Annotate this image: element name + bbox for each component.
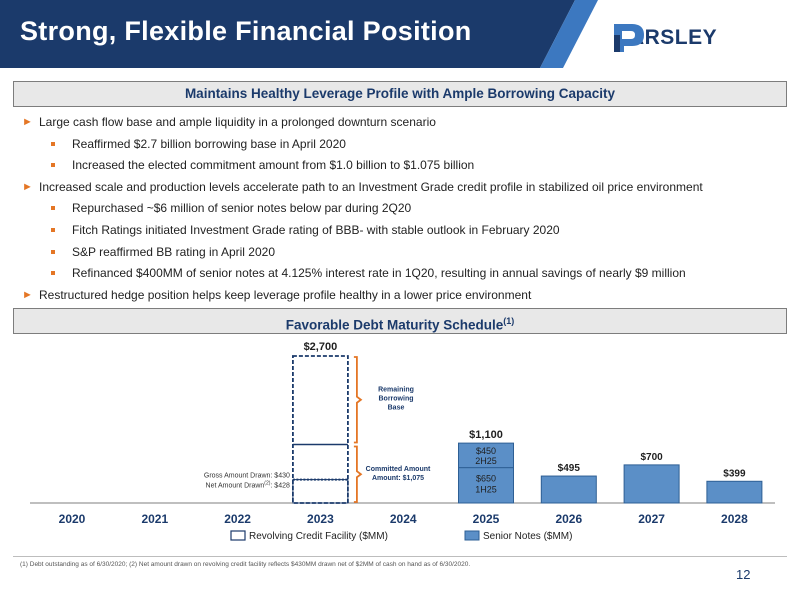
bullet-arrow-icon: ►	[22, 288, 33, 301]
x-tick-label: 2020	[59, 512, 86, 526]
title-banner-shape	[0, 0, 598, 68]
sub-bullet-text: Reaffirmed $2.7 billion borrowing base i…	[72, 136, 346, 151]
notes-1h-value-label: $650	[476, 474, 496, 484]
square-bullet-icon	[51, 227, 55, 232]
x-tick-label: 2024	[390, 512, 417, 526]
notes-bar	[706, 480, 763, 504]
section-heading-debt-maturity: Favorable Debt Maturity Schedule(1)	[13, 308, 787, 334]
section-heading-text: Favorable Debt Maturity Schedule	[285, 317, 504, 333]
section-heading-leverage: Maintains Healthy Leverage Profile with …	[13, 81, 787, 107]
notes-bar-2025-1h	[458, 467, 514, 504]
x-tick-label: 2026	[555, 512, 582, 526]
notes-bar	[623, 464, 680, 504]
square-bullet-icon	[51, 163, 55, 168]
sub-bullet-item: S&P reaffirmed BB rating in April 2020	[22, 242, 792, 264]
section-heading-footnote-ref: (1)	[503, 316, 515, 326]
notes-value-label: $495	[558, 463, 581, 474]
debt-maturity-chart: 2020 2021 2022 2023 2024 2025 2026 2027 2028 $2,7…	[30, 341, 775, 542]
notes-value-label: $700	[640, 452, 663, 463]
net-drawn-label: Net Amount Drawn(2): $428	[206, 481, 290, 490]
x-tick-label: 2028	[721, 512, 748, 526]
title-bar: Strong, Flexible Financial Position PARS…	[0, 0, 800, 68]
bullet-item: ► Restructured hedge position helps keep …	[22, 285, 792, 307]
remaining-brace	[353, 356, 363, 444]
bullet-item: ► Large cash flow base and ample liquidit…	[22, 112, 792, 134]
notes-bar	[540, 475, 597, 504]
committed-label-line: Amount: $1,075	[372, 475, 424, 482]
notes-value-label: $399	[723, 468, 746, 479]
bullet-item: ► Increased scale and production levels a…	[22, 177, 792, 199]
sub-bullet-text: Fitch Ratings initiated Investment Grade…	[72, 222, 560, 237]
x-tick-label: 2021	[141, 512, 168, 526]
legend-label-notes: Senior Notes ($MM)	[483, 531, 572, 542]
footnote: (1) Debt outstanding as of 6/30/2020; (2…	[20, 561, 471, 568]
revolver-bar-borrowing-base	[291, 355, 349, 504]
bullet-text: Increased scale and production levels ac…	[39, 179, 703, 194]
page-title: Strong, Flexible Financial Position	[20, 16, 472, 46]
square-bullet-icon	[51, 206, 55, 211]
remaining-label-line: Remaining	[378, 387, 414, 394]
square-bullet-icon	[51, 249, 55, 254]
square-bullet-icon	[51, 271, 55, 276]
square-bullet-icon	[51, 141, 55, 146]
x-tick-label: 2023	[307, 512, 334, 526]
sub-bullet-item: Increased the elected commitment amount …	[22, 155, 792, 177]
sub-bullet-text: Repurchased ~$6 million of senior notes …	[72, 201, 412, 216]
revolver-total-label: $2,700	[304, 341, 338, 353]
sub-bullet-item: Repurchased ~$6 million of senior notes …	[22, 198, 792, 220]
notes-2h-value-label: $450	[476, 446, 496, 456]
bullet-text: Large cash flow base and ample liquidity…	[39, 115, 436, 129]
x-tick-label: 2027	[638, 512, 665, 526]
notes-1h-period-label: 1H25	[475, 485, 497, 495]
remaining-label-line: Base	[388, 405, 405, 412]
sub-bullet-item: Fitch Ratings initiated Investment Grade…	[22, 220, 792, 242]
notes-total-label: $1,100	[469, 429, 503, 441]
legend-label-revolver: Revolving Credit Facility ($MM)	[249, 531, 388, 542]
remaining-label-line: Borrowing	[379, 396, 414, 403]
sub-bullet-text: Increased the elected commitment amount …	[72, 158, 475, 173]
notes-2h-period-label: 2H25	[475, 456, 497, 466]
company-logo: PARSLEY	[612, 22, 717, 54]
legend-swatch-notes	[464, 530, 480, 541]
sub-bullet-item: Reaffirmed $2.7 billion borrowing base i…	[22, 134, 792, 156]
sub-bullet-text: S&P reaffirmed BB rating in April 2020	[72, 244, 276, 259]
committed-label-line: Committed Amount	[366, 466, 431, 473]
bullet-arrow-icon: ►	[22, 180, 33, 193]
legend-swatch-revolver	[230, 530, 246, 541]
committed-brace	[353, 445, 363, 503]
gross-drawn-label: Gross Amount Drawn: $430	[204, 473, 290, 480]
notes-bar-2025-2h	[458, 442, 514, 469]
sub-bullet-text: Refinanced $400MM of senior notes at 4.1…	[72, 266, 686, 281]
revolver-bar-drawn	[292, 479, 349, 504]
x-tick-label: 2022	[224, 512, 251, 526]
page-number: 12	[736, 567, 751, 582]
bullet-list: ► Large cash flow base and ample liquidit…	[22, 112, 792, 306]
parsley-p-icon	[614, 24, 644, 52]
x-tick-label: 2025	[473, 512, 500, 526]
footer-rule	[13, 556, 787, 557]
bullet-arrow-icon: ►	[22, 116, 33, 128]
sub-bullet-item: Refinanced $400MM of senior notes at 4.1…	[22, 263, 792, 285]
bullet-text: Restructured hedge position helps keep l…	[39, 287, 532, 302]
